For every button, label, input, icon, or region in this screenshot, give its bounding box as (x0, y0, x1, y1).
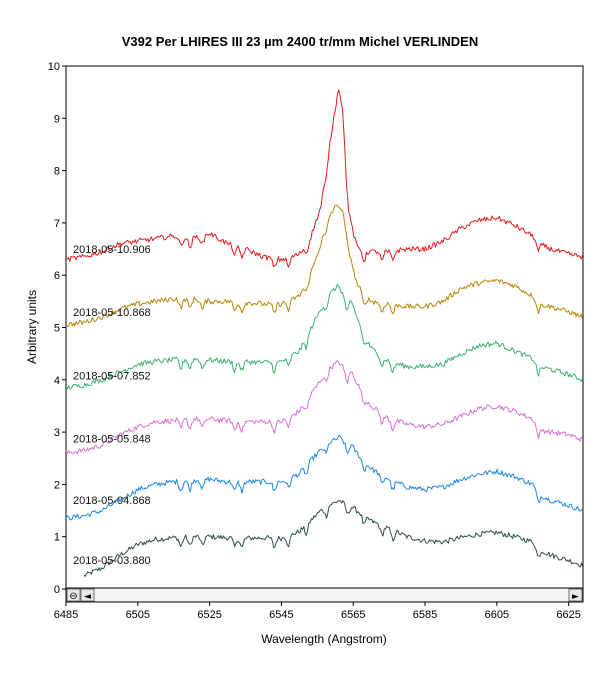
series-date-label: 2018-05-03.880 (73, 555, 151, 567)
y-tick-label: 6 (54, 270, 60, 282)
x-tick-label: 6585 (413, 609, 437, 621)
x-axis: 6485 6505 6525 6545 6565 6585 6605 6625 (54, 602, 581, 621)
zoom-out-button-box[interactable] (66, 588, 81, 602)
y-tick-label: 3 (54, 427, 60, 439)
series-line (83, 500, 584, 577)
x-axis-title: Wavelength (Angstrom) (261, 632, 387, 646)
horizontal-scrollbar[interactable]: ⊖ ◄ ► (65, 587, 584, 603)
scroll-left-button[interactable]: ◄ (80, 588, 95, 602)
series-line (65, 204, 583, 327)
x-tick-label: 6485 (54, 609, 78, 621)
y-tick-label: 2 (54, 479, 60, 491)
y-tick-label: 10 (48, 61, 60, 73)
y-axis-title: Arbitrary units (25, 290, 39, 364)
y-axis: 0 1 2 3 4 5 6 7 8 9 10 (48, 61, 66, 596)
y-tick-label: 5 (54, 323, 60, 335)
x-tick-label: 6525 (197, 609, 221, 621)
y-tick-label: 7 (54, 218, 60, 230)
chart-title: V392 Per LHIRES III 23 µm 2400 tr/mm Mic… (121, 34, 479, 49)
plot-area (65, 65, 584, 590)
series-date-label: 2018-05-07.852 (73, 371, 151, 383)
series-date-label: 2018-05-05.848 (73, 433, 151, 445)
x-tick-label: 6565 (341, 609, 365, 621)
x-tick-label: 6505 (126, 609, 150, 621)
scroll-right-button-box[interactable] (568, 588, 583, 602)
scroll-left-button-box[interactable] (80, 588, 95, 602)
series-line (65, 89, 583, 268)
series-date-label: 2018-05-10.906 (73, 244, 151, 256)
y-tick-label: 4 (54, 375, 60, 387)
series-line (65, 359, 583, 455)
series-date-label: 2018-05-04.868 (73, 495, 151, 507)
series-line (65, 283, 583, 390)
scroll-right-button[interactable]: ► (568, 588, 583, 602)
scrollbar-track[interactable] (65, 587, 584, 603)
y-tick-label: 0 (54, 584, 60, 596)
x-tick-label: 6605 (485, 609, 509, 621)
x-tick-label: 6625 (556, 609, 580, 621)
y-tick-label: 9 (54, 113, 60, 125)
series-line (65, 434, 583, 521)
zoom-out-button[interactable]: ⊖ (66, 588, 81, 602)
zoom-out-icon: ⊖ (69, 591, 77, 602)
scroll-left-arrow-icon: ◄ (84, 592, 91, 602)
x-tick-label: 6545 (269, 609, 293, 621)
series-date-label: 2018-05-10.868 (73, 307, 151, 319)
date-label-layer: 2018-05-03.880 2018-05-04.868 2018-05-05.8… (73, 244, 151, 567)
scroll-right-arrow-icon: ► (572, 592, 579, 602)
series-layer (65, 89, 584, 577)
y-tick-label: 8 (54, 166, 60, 178)
y-tick-label: 1 (54, 532, 60, 544)
